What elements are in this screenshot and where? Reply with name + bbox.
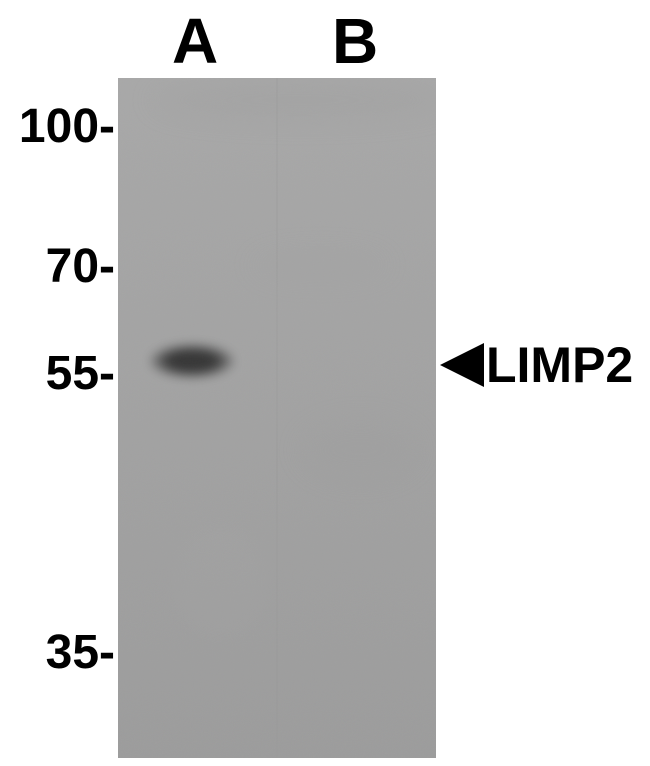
lane-label-a: A (172, 4, 218, 78)
arrowhead-icon (440, 343, 484, 387)
mw-label-70: 70- (0, 239, 115, 294)
blot-membrane (118, 78, 436, 758)
mw-label-100: 100- (0, 99, 115, 154)
noise-smudges (118, 78, 436, 758)
mw-label-35: 35- (0, 625, 115, 680)
protein-label-limp2: LIMP2 (486, 336, 633, 394)
lane-label-b: B (332, 4, 378, 78)
band-limp2-lane-a (150, 344, 234, 378)
mw-label-55: 55- (0, 346, 115, 401)
